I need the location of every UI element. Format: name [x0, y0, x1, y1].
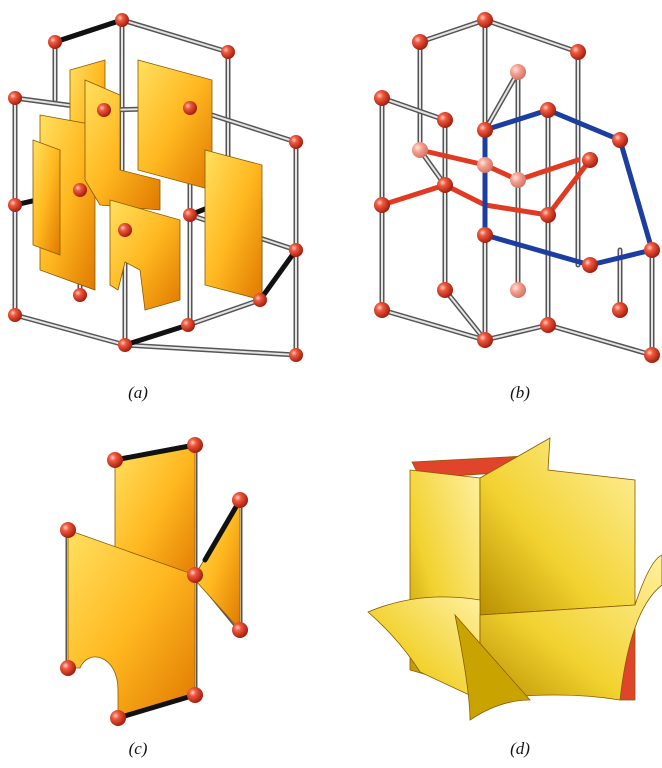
- atom: [412, 142, 428, 158]
- rod: [482, 202, 551, 218]
- surface: [204, 149, 263, 301]
- rod: [122, 322, 191, 348]
- rod: [482, 232, 593, 268]
- surface: [367, 596, 481, 701]
- atom: [540, 207, 556, 223]
- rod: [112, 442, 198, 463]
- surface: [109, 199, 181, 311]
- rod: [419, 19, 486, 43]
- rod: [52, 17, 125, 45]
- atom: [644, 242, 660, 258]
- atom: [510, 282, 526, 298]
- panel-label: (d): [510, 739, 530, 758]
- atom: [118, 223, 132, 237]
- atom: [612, 302, 628, 318]
- atom: [477, 12, 493, 28]
- atom: [73, 288, 87, 302]
- atom: [540, 317, 556, 333]
- rod: [187, 299, 261, 326]
- atom: [107, 452, 123, 468]
- rod: [547, 324, 653, 356]
- rod: [417, 147, 488, 168]
- atom: [187, 687, 203, 703]
- panel-label: (c): [129, 739, 148, 758]
- atom: [187, 437, 203, 453]
- atom: [374, 197, 390, 213]
- rod: [444, 289, 486, 341]
- atom: [374, 302, 390, 318]
- atom: [477, 122, 493, 138]
- atom: [115, 13, 129, 27]
- atom: [97, 103, 111, 117]
- panel-label: (a): [128, 383, 148, 402]
- panel-label: (b): [510, 383, 530, 402]
- atom: [477, 227, 493, 243]
- atom: [437, 177, 453, 193]
- atom: [289, 135, 303, 149]
- atom: [181, 318, 195, 332]
- atom: [477, 157, 493, 173]
- surface: [479, 437, 636, 616]
- rod: [381, 309, 486, 341]
- atom: [437, 112, 453, 128]
- atom: [110, 710, 126, 726]
- atom: [540, 102, 556, 118]
- rod: [545, 157, 593, 218]
- rod: [545, 107, 623, 143]
- rod: [257, 247, 299, 303]
- atom: [437, 282, 453, 298]
- atom: [232, 492, 248, 508]
- atom: [412, 34, 428, 50]
- rod: [482, 107, 551, 133]
- artwork: [8, 12, 662, 726]
- rod: [587, 247, 655, 268]
- atom: [60, 522, 76, 538]
- atom: [8, 308, 22, 322]
- surface: [479, 554, 662, 701]
- rod: [14, 314, 126, 346]
- atom: [253, 293, 267, 307]
- rod: [379, 182, 448, 208]
- atom: [477, 332, 493, 348]
- atom: [8, 198, 22, 212]
- rod: [124, 344, 297, 356]
- rod: [121, 19, 229, 53]
- atom: [187, 567, 203, 583]
- atom: [582, 257, 598, 273]
- atom: [60, 660, 76, 676]
- rod: [617, 137, 655, 253]
- atom: [232, 622, 248, 638]
- atom: [570, 44, 586, 60]
- rod: [115, 692, 198, 721]
- atom: [221, 45, 235, 59]
- atom: [374, 90, 390, 106]
- atom: [612, 132, 628, 148]
- atom: [644, 347, 660, 363]
- surface: [32, 139, 61, 256]
- atom: [48, 35, 62, 49]
- rod: [202, 497, 243, 563]
- atom: [510, 64, 526, 80]
- surface: [454, 613, 531, 721]
- atom: [183, 208, 197, 222]
- atom: [289, 243, 303, 257]
- atom: [73, 183, 87, 197]
- atom: [118, 338, 132, 352]
- atom: [510, 172, 526, 188]
- rod: [484, 71, 519, 131]
- rod: [484, 324, 549, 341]
- rod: [515, 157, 581, 183]
- atom: [582, 152, 598, 168]
- atom: [8, 91, 22, 105]
- rod: [484, 19, 579, 53]
- atom: [183, 101, 197, 115]
- rod: [381, 97, 446, 121]
- atom: [289, 348, 303, 362]
- surface: [194, 498, 241, 632]
- surface: [137, 59, 213, 191]
